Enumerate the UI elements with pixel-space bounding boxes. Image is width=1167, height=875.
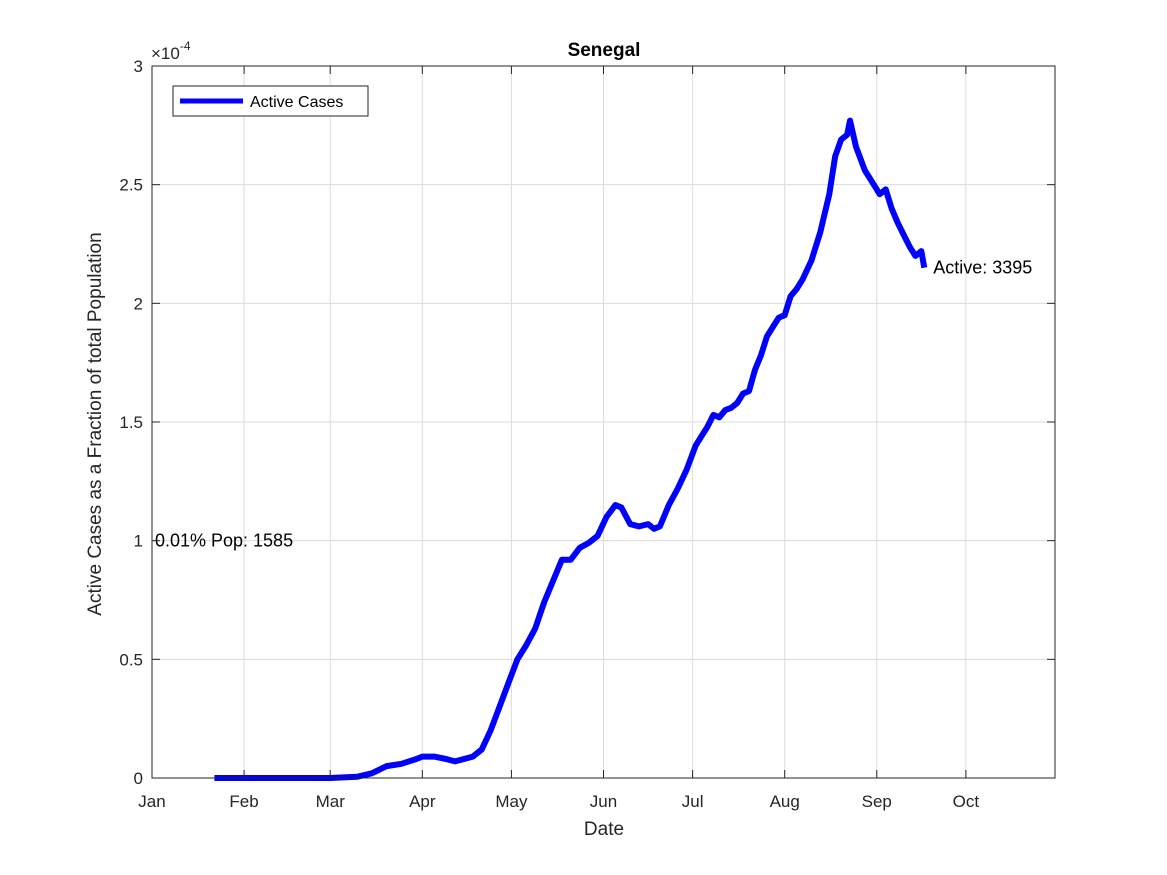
y-tick-label: 2.5 [119,176,143,195]
chart-title: Senegal [568,40,641,61]
y-tick-label: 2 [134,294,143,313]
y-exponent: ×10-4 [151,39,191,63]
annotation-label: 0.01% Pop: 1585 [155,531,293,551]
x-tick-label: Oct [953,792,980,811]
y-tick-label: 1.5 [119,413,143,432]
legend: Active Cases [172,85,369,117]
y-tick-label: 0 [134,769,143,788]
y-axis-label: Active Cases as a Fraction of total Popu… [85,232,106,615]
series-line-active-cases [214,117,928,781]
x-axis-label: Date [584,819,624,840]
x-tick-labels: Jan Feb Mar Apr May Jun Jul Aug Sep Oct [138,792,979,811]
y-exponent-power: -4 [180,39,191,53]
x-tick-label: Jul [682,792,704,811]
series-layer [214,117,928,781]
x-tick-label: Apr [409,792,436,811]
y-tick-labels: 0 0.5 1 1.5 2 2.5 3 [119,57,143,788]
x-tick-label: May [495,792,528,811]
ticks [151,65,1055,779]
y-tick-label: 3 [134,57,143,76]
y-tick-label: 1 [134,532,143,551]
legend-label-active-cases: Active Cases [250,94,343,111]
annotations: 0.01% Pop: 1585 Active: 3395 [155,258,1032,551]
x-tick-label: Feb [229,792,258,811]
x-tick-label: Sep [862,792,892,811]
x-tick-label: Jun [590,792,617,811]
x-tick-label: Aug [770,792,800,811]
y-tick-label: 0.5 [119,650,143,669]
x-tick-label: Jan [138,792,165,811]
y-exponent-base: ×10 [151,44,180,63]
x-tick-label: Mar [316,792,346,811]
annotation-label: Active: 3395 [933,258,1032,278]
